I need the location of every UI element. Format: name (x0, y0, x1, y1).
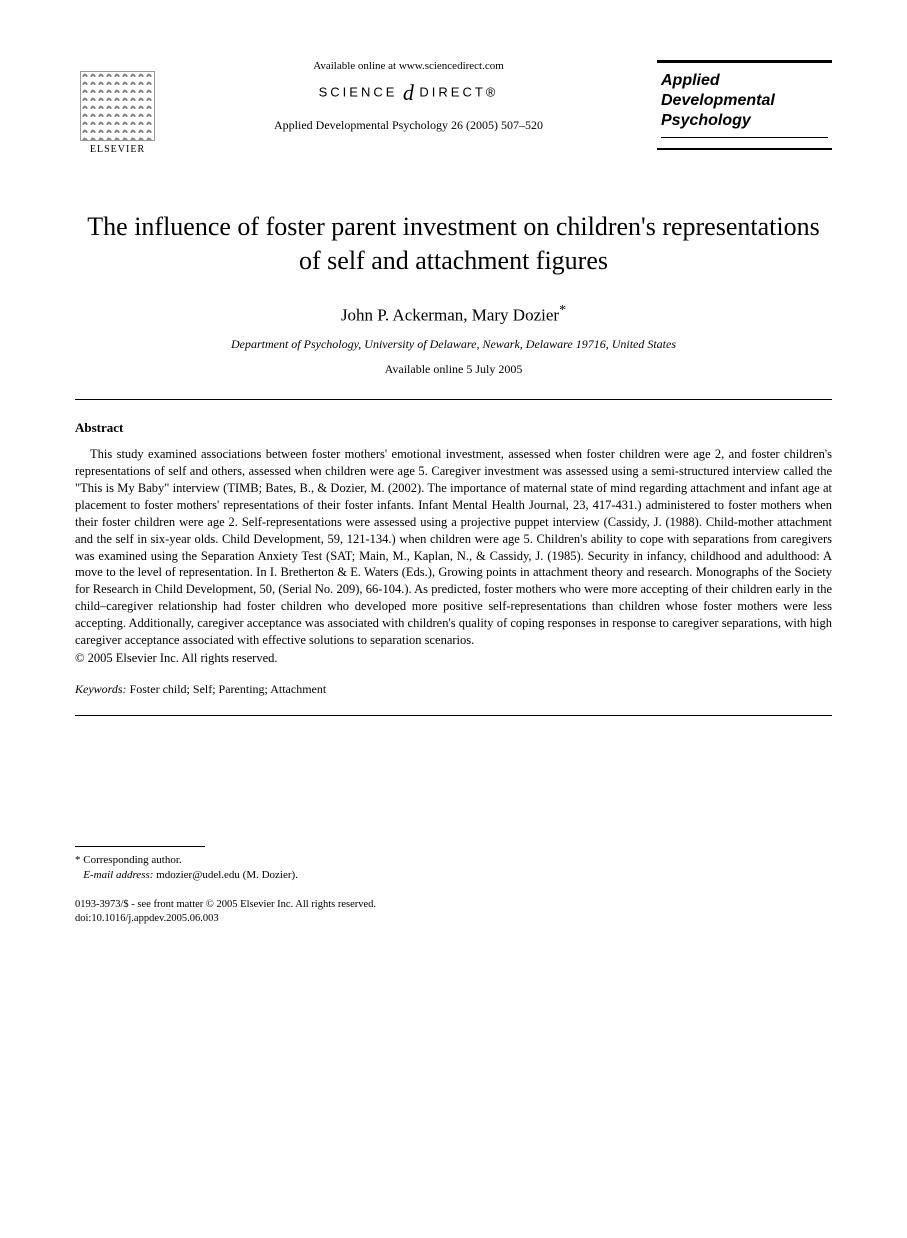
abstract-copyright: © 2005 Elsevier Inc. All rights reserved… (75, 651, 832, 666)
journal-name-3: Psychology (661, 111, 828, 131)
header-center: Available online at www.sciencedirect.co… (160, 60, 657, 133)
header-row: ELSEVIER Available online at www.science… (75, 60, 832, 155)
email-line: E-mail address: mdozier@udel.edu (M. Doz… (75, 868, 832, 883)
publication-date: Available online 5 July 2005 (75, 362, 832, 377)
available-online-text: Available online at www.sciencedirect.co… (180, 60, 637, 72)
keywords-text: Foster child; Self; Parenting; Attachmen… (127, 682, 327, 696)
rule-top (75, 399, 832, 400)
footnote-corr-text: Corresponding author. (81, 854, 182, 866)
issn-line: 0193-3973/$ - see front matter © 2005 El… (75, 898, 832, 913)
keywords-label: Keywords: (75, 682, 127, 696)
abstract-heading: Abstract (75, 420, 832, 436)
affiliation: Department of Psychology, University of … (75, 337, 832, 352)
sd-right: DIRECT® (419, 84, 498, 99)
journal-name-2: Developmental (661, 91, 828, 111)
citation-line: Applied Developmental Psychology 26 (200… (180, 118, 637, 133)
rule-bottom (75, 715, 832, 716)
corresponding-author-note: * Corresponding author. (75, 853, 832, 868)
doi-line: doi:10.1016/j.appdev.2005.06.003 (75, 912, 832, 927)
bottom-info: 0193-3973/$ - see front matter © 2005 El… (75, 898, 832, 927)
corresponding-mark: * (559, 303, 566, 318)
journal-underline (661, 137, 828, 138)
publisher-logo: ELSEVIER (75, 60, 160, 155)
science-direct-logo: SCIENCE d DIRECT® (180, 80, 637, 106)
keywords-line: Keywords: Foster child; Self; Parenting;… (75, 682, 832, 697)
footnote-block: * Corresponding author. E-mail address: … (75, 853, 832, 884)
abstract-body: This study examined associations between… (75, 446, 832, 649)
journal-title-box: Applied Developmental Psychology (657, 60, 832, 150)
journal-name-1: Applied (661, 71, 828, 91)
sd-left: SCIENCE (319, 84, 398, 99)
author-names: John P. Ackerman, Mary Dozier (341, 305, 559, 324)
email-address: mdozier@udel.edu (M. Dozier). (153, 869, 298, 881)
sd-at-icon: d (397, 80, 419, 105)
elsevier-tree-icon (80, 71, 155, 141)
authors: John P. Ackerman, Mary Dozier* (75, 303, 832, 326)
publisher-name: ELSEVIER (90, 144, 145, 155)
email-label: E-mail address: (83, 869, 153, 881)
footnote-rule (75, 846, 205, 847)
article-title: The influence of foster parent investmen… (75, 210, 832, 278)
